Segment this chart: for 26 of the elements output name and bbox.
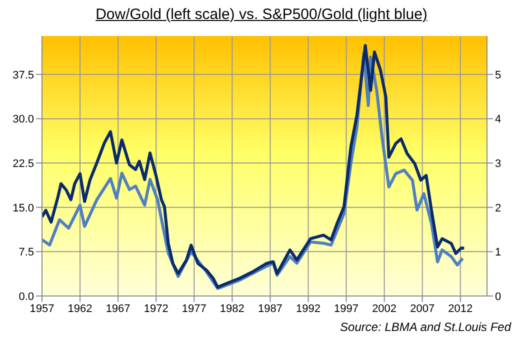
y-tick-label: 15.0 bbox=[12, 202, 34, 214]
x-tick-label: 1957 bbox=[30, 302, 54, 315]
x-tick-label: 2007 bbox=[410, 302, 435, 315]
chart-title: Dow/Gold (left scale) vs. S&P500/Gold (light blue) bbox=[94, 6, 428, 23]
y-tick-label: 22.5 bbox=[12, 158, 34, 170]
x-tick-label: 1977 bbox=[182, 302, 206, 315]
source-note: Source: LBMA and St.Louis Fed bbox=[340, 320, 511, 334]
x-tick-label: 1972 bbox=[144, 302, 168, 315]
y2-tick-label: 2 bbox=[495, 202, 502, 214]
y2-tick-label: 3 bbox=[495, 158, 502, 170]
y-tick-label: 0.0 bbox=[18, 290, 34, 303]
y2-tick-label: 1 bbox=[495, 246, 502, 259]
x-tick-label: 1992 bbox=[296, 302, 320, 315]
x-tick-label: 1962 bbox=[68, 302, 92, 315]
x-tick-label: 1997 bbox=[334, 302, 359, 315]
x-tick-label: 1987 bbox=[258, 302, 282, 315]
y-tick-label: 7.5 bbox=[18, 246, 34, 259]
x-tick-label: 1967 bbox=[106, 302, 130, 315]
y2-tick-label: 0 bbox=[495, 290, 502, 303]
x-tick-label: 2002 bbox=[372, 302, 397, 315]
x-tick-label: 1982 bbox=[220, 302, 244, 315]
y2-tick-label: 5 bbox=[495, 69, 502, 82]
y-tick-label: 37.5 bbox=[12, 69, 34, 82]
x-tick-label: 2012 bbox=[448, 302, 473, 315]
y-tick-label: 30.0 bbox=[12, 114, 34, 126]
y2-tick-label: 4 bbox=[495, 114, 502, 126]
